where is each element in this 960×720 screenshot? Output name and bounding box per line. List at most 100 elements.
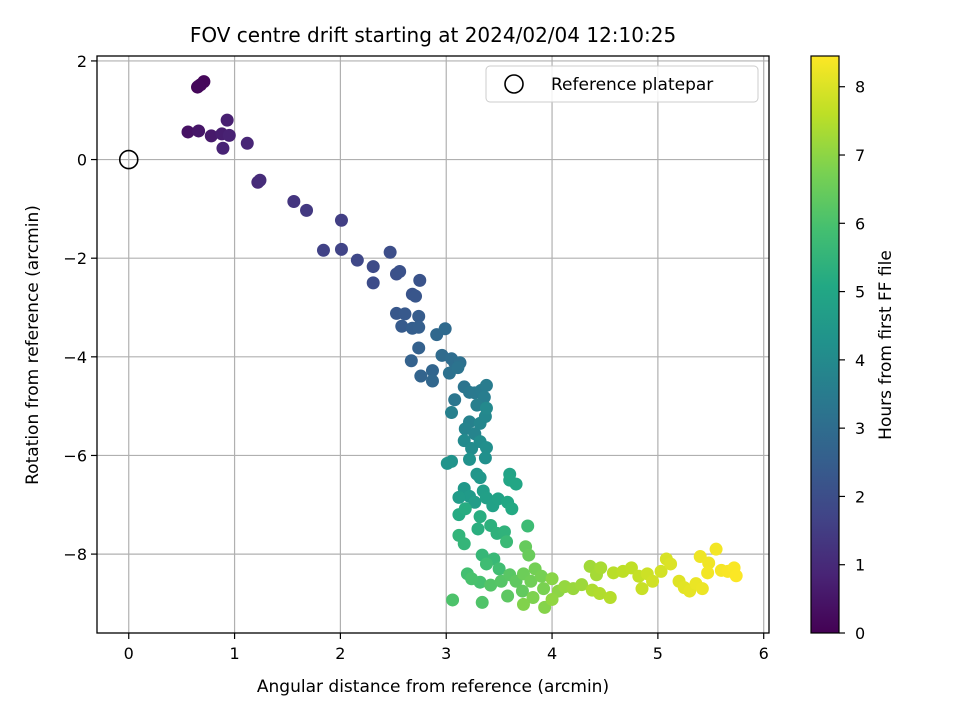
colorbar-tick-label: 1 <box>855 556 865 575</box>
data-point <box>479 401 493 415</box>
data-point <box>479 441 493 455</box>
colorbar-tick-label: 6 <box>855 214 865 233</box>
data-point <box>446 593 460 607</box>
colorbar-tick-label: 2 <box>855 487 865 506</box>
data-point <box>695 582 709 596</box>
data-point <box>575 578 589 592</box>
colorbar-gradient <box>810 55 840 634</box>
colorbar-tick-label: 0 <box>855 624 865 643</box>
data-point <box>515 584 529 598</box>
data-point <box>594 561 608 575</box>
data-point <box>526 590 540 604</box>
data-point <box>521 519 535 533</box>
data-point <box>412 320 426 334</box>
plot-area-frame <box>96 55 770 634</box>
data-point <box>438 322 452 336</box>
legend-label-reference-platepar: Reference platepar <box>551 75 713 95</box>
colorbar-tick-label: 4 <box>855 351 865 370</box>
y-axis-label: Rotation from reference (arcmin) <box>23 205 43 485</box>
data-point <box>537 582 551 596</box>
data-point <box>500 535 514 549</box>
x-tick-label: 5 <box>653 644 663 663</box>
y-tick-label: 2 <box>77 52 87 71</box>
x-tick-label: 4 <box>547 644 557 663</box>
data-point <box>497 525 511 539</box>
data-point <box>471 522 485 536</box>
colorbar-ticks: 0 1 2 3 4 5 6 7 8 <box>839 78 865 643</box>
y-tick-label: −8 <box>63 545 87 564</box>
data-point <box>606 566 620 580</box>
x-axis-label: Angular distance from reference (arcmin) <box>257 677 609 697</box>
x-tick-label: 3 <box>441 644 451 663</box>
data-point <box>524 574 538 588</box>
data-point <box>409 289 423 303</box>
y-tick-label: −4 <box>63 348 87 367</box>
data-point <box>192 124 206 138</box>
data-point <box>448 393 462 407</box>
data-point <box>412 341 426 355</box>
chart-title: FOV centre drift starting at 2024/02/04 … <box>190 23 676 47</box>
data-point <box>316 243 330 257</box>
data-point <box>414 369 428 383</box>
data-point <box>300 203 314 217</box>
data-point <box>216 141 230 155</box>
data-point <box>635 582 649 596</box>
legend-open-circle-icon <box>504 74 524 94</box>
data-point <box>646 574 660 588</box>
data-point <box>458 502 472 516</box>
data-point <box>545 592 559 606</box>
data-point <box>593 587 607 601</box>
data-point <box>484 578 498 592</box>
x-axis-ticks: 0 1 2 3 4 5 6 <box>124 633 769 663</box>
data-point <box>413 273 427 287</box>
legend: Reference platepar <box>485 65 759 103</box>
data-point <box>383 245 397 259</box>
y-axis-ticks: 2 0 −2 −4 −6 −8 <box>63 52 97 564</box>
data-point <box>534 569 548 583</box>
data-point <box>452 490 466 504</box>
x-tick-label: 1 <box>229 644 239 663</box>
grid <box>97 56 769 633</box>
data-point <box>729 569 743 583</box>
data-point <box>479 557 493 571</box>
y-tick-label: −2 <box>63 249 87 268</box>
data-point <box>181 125 195 139</box>
data-point <box>398 307 412 321</box>
legend-box <box>485 65 759 103</box>
data-point <box>425 364 439 378</box>
data-point <box>463 452 477 466</box>
data-point <box>412 309 426 323</box>
reference-platepar-marker <box>118 149 139 170</box>
data-point <box>334 213 348 227</box>
data-point <box>624 561 638 575</box>
colorbar-label: Hours from first FF file <box>876 250 896 440</box>
data-point <box>404 354 418 368</box>
data-point <box>492 562 506 576</box>
data-point <box>287 194 301 208</box>
data-point <box>204 129 218 143</box>
colorbar-tick-label: 3 <box>855 419 865 438</box>
data-point <box>445 406 459 420</box>
data-point <box>478 451 492 465</box>
colorbar-tick-label: 5 <box>855 283 865 302</box>
data-point <box>522 548 536 562</box>
data-point <box>664 557 678 571</box>
data-point <box>366 276 380 290</box>
colorbar-tick-label: 7 <box>855 146 865 165</box>
y-tick-label: −6 <box>63 446 87 465</box>
data-point <box>192 79 206 93</box>
data-point <box>468 495 482 509</box>
data-point <box>425 374 439 388</box>
x-tick-label: 2 <box>335 644 345 663</box>
data-point <box>505 502 519 516</box>
data-point <box>395 319 409 333</box>
data-point <box>603 590 617 604</box>
data-point <box>473 510 487 524</box>
data-point <box>350 253 364 267</box>
x-tick-label: 0 <box>124 644 134 663</box>
data-point <box>253 173 267 187</box>
data-point <box>709 542 723 556</box>
data-point <box>509 477 523 491</box>
colorbar-tick-label: 8 <box>855 78 865 97</box>
